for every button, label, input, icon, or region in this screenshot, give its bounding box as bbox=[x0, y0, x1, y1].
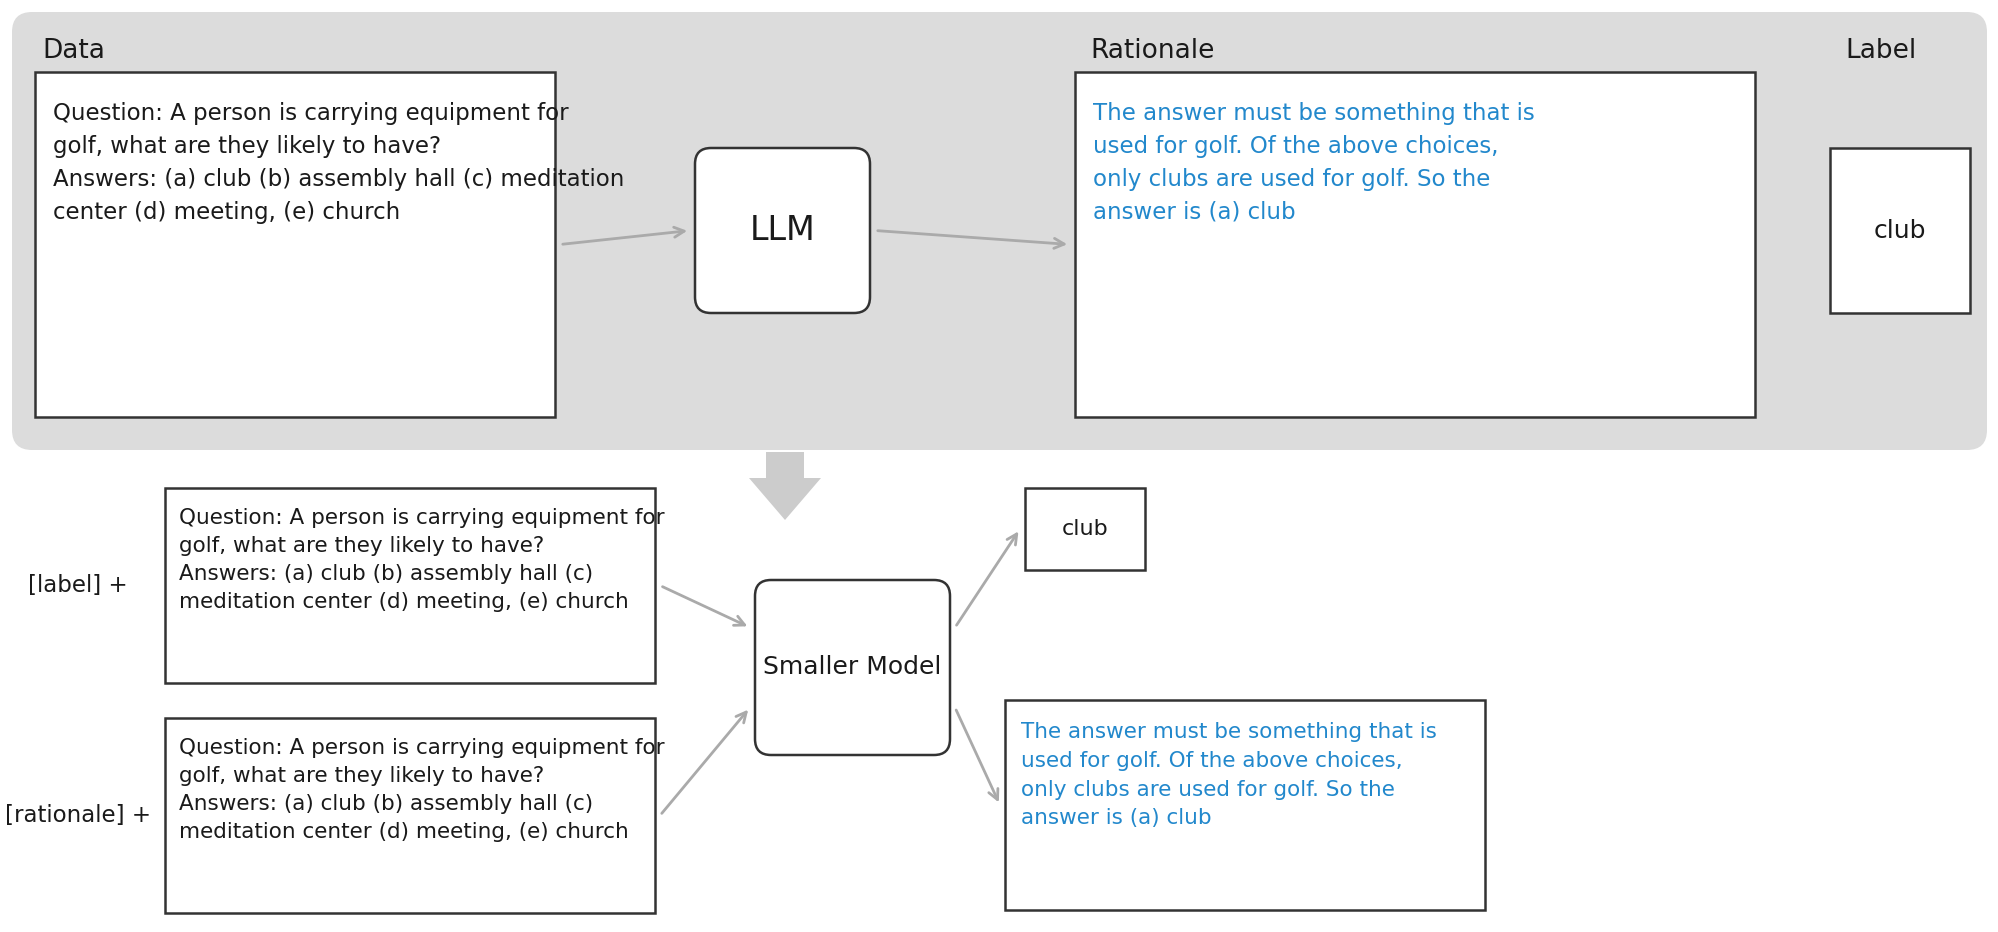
Text: LLM: LLM bbox=[749, 214, 815, 247]
Text: club: club bbox=[1061, 519, 1107, 539]
Text: Smaller Model: Smaller Model bbox=[763, 655, 941, 679]
Text: Question: A person is carrying equipment for
golf, what are they likely to have?: Question: A person is carrying equipment… bbox=[180, 738, 663, 842]
Polygon shape bbox=[749, 452, 821, 520]
Text: [label] +: [label] + bbox=[28, 574, 128, 597]
Text: Question: A person is carrying equipment for
golf, what are they likely to have?: Question: A person is carrying equipment… bbox=[54, 102, 623, 224]
Text: Label: Label bbox=[1844, 38, 1916, 64]
FancyBboxPatch shape bbox=[755, 580, 949, 755]
Text: [rationale] +: [rationale] + bbox=[6, 804, 152, 827]
Text: club: club bbox=[1872, 218, 1926, 242]
Bar bbox=[36, 72, 555, 417]
FancyBboxPatch shape bbox=[12, 12, 1986, 450]
Bar bbox=[1005, 700, 1485, 910]
Bar bbox=[1025, 488, 1145, 570]
Text: Rationale: Rationale bbox=[1089, 38, 1213, 64]
Text: The answer must be something that is
used for golf. Of the above choices,
only c: The answer must be something that is use… bbox=[1093, 102, 1534, 224]
Text: Question: A person is carrying equipment for
golf, what are they likely to have?: Question: A person is carrying equipment… bbox=[180, 508, 663, 612]
Bar bbox=[1828, 148, 1968, 313]
Text: The answer must be something that is
used for golf. Of the above choices,
only c: The answer must be something that is use… bbox=[1021, 722, 1437, 829]
Text: Data: Data bbox=[42, 38, 104, 64]
Bar bbox=[166, 488, 655, 683]
Bar bbox=[166, 718, 655, 913]
Bar bbox=[1075, 72, 1754, 417]
FancyBboxPatch shape bbox=[695, 148, 869, 313]
